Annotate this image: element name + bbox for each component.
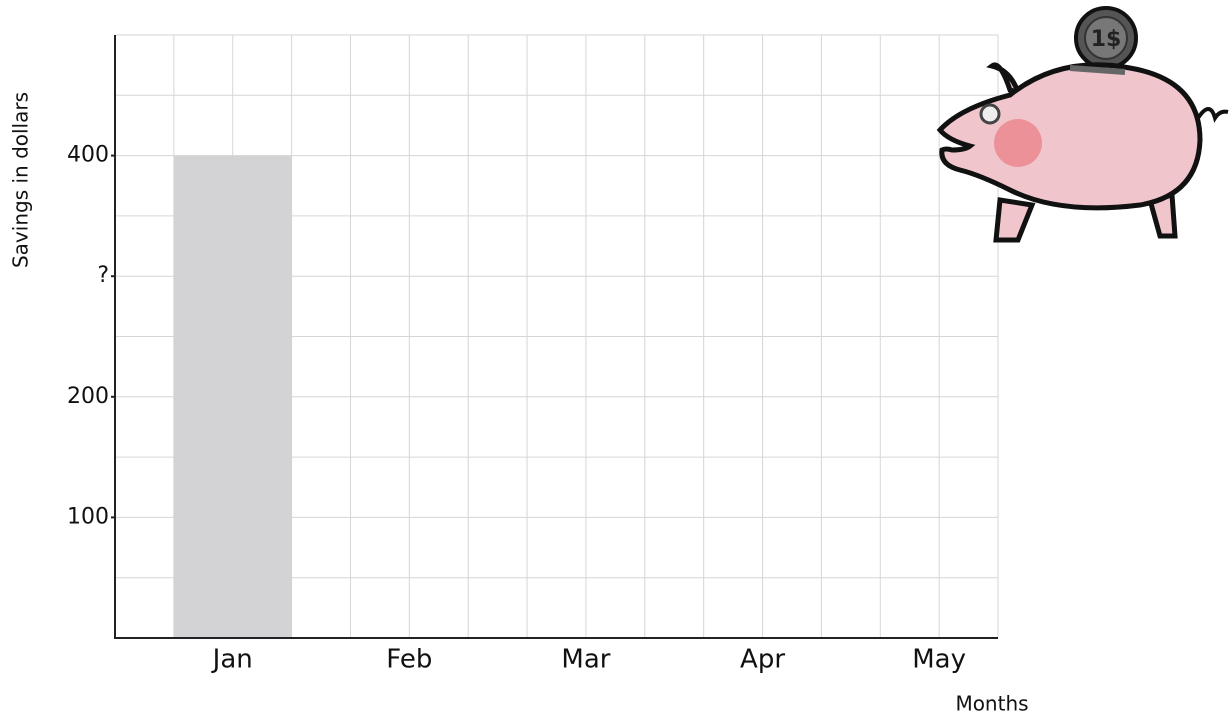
x-tick-label: Mar [561, 645, 610, 675]
y-tick-label: 100 [67, 504, 109, 529]
y-tick-label: ? [97, 263, 109, 288]
y-tick-label: 200 [67, 384, 109, 409]
x-tick-label: May [912, 645, 966, 675]
y-tick-label: 400 [67, 143, 109, 168]
chart: Savings in dollars Months 100 200? 400 Jan F… [0, 0, 1231, 718]
x-axis-label: Months [955, 692, 1028, 716]
piggy-bank-icon: 1$ [940, 8, 1228, 240]
y-axis-label: Savings in dollars [9, 92, 33, 268]
coin-label: 1$ [1091, 27, 1122, 52]
x-tick-label: Apr [740, 645, 785, 675]
bar [174, 156, 292, 638]
x-tick-label: Feb [386, 645, 432, 675]
x-tick-label: Jan [211, 645, 253, 675]
